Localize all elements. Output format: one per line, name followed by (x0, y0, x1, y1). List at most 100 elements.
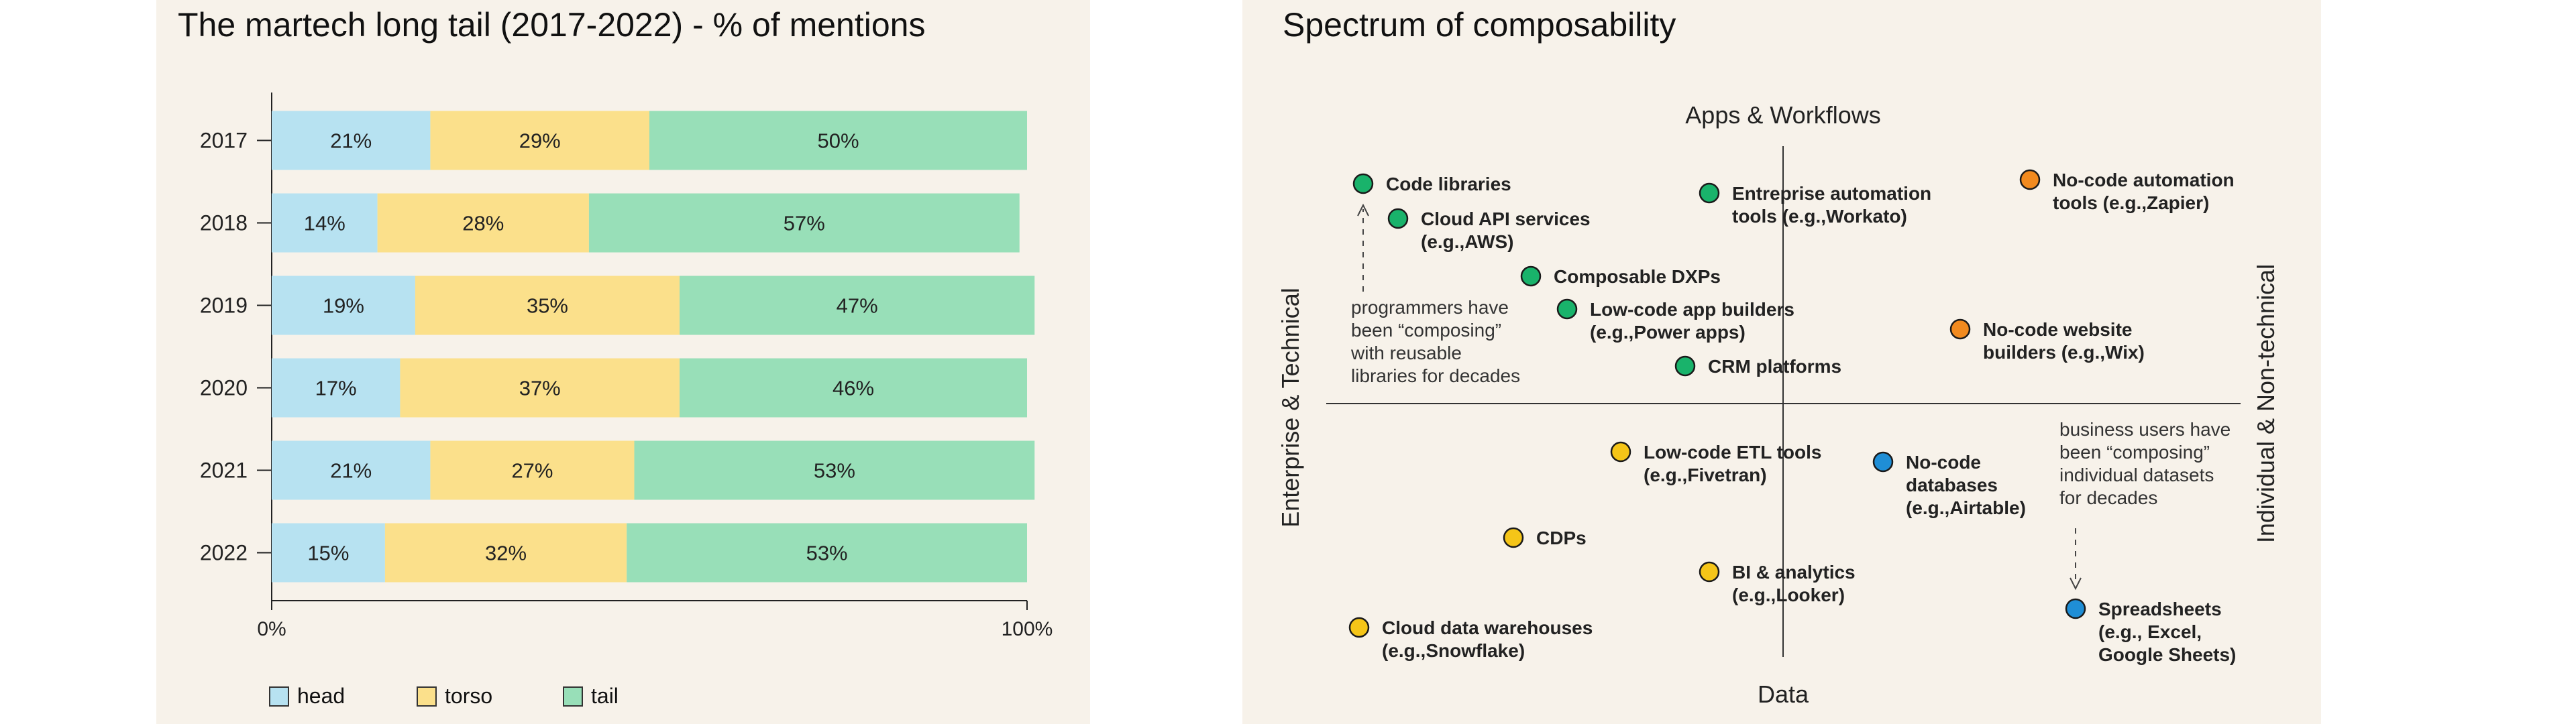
point-label-line: databases (1906, 475, 1998, 495)
bar-segment-torso (415, 276, 680, 335)
x-tick-label: 0% (257, 618, 286, 640)
point-no-code-databases (1872, 451, 1894, 473)
annotation-line: programmers have (1351, 297, 1509, 318)
bar-segment-head (272, 358, 400, 418)
annotation-text: programmers have been “composing” with reu… (1350, 297, 1520, 386)
point-label-spreadsheets: Spreadsheets (e.g., Excel, Google Sheets) (2098, 599, 2236, 665)
data-label: 46% (833, 377, 874, 400)
point-label-line: No-code (1906, 452, 1981, 473)
bar-segment-torso (384, 523, 627, 583)
legend-swatch-head (269, 686, 289, 707)
point-cloud-data-warehouses (1348, 617, 1370, 638)
bar-segment-head (272, 440, 431, 500)
annotation-arrow-head (1357, 203, 1369, 217)
data-label: 19% (323, 294, 364, 318)
point-label-line: tools (e.g.,Zapier) (2053, 192, 2209, 213)
point-label-no-code-databases: No-code databases (e.g.,Airtable) (1906, 452, 2026, 518)
annotation-line: libraries for decades (1351, 365, 1520, 386)
bar-segment-head (272, 276, 415, 335)
point-label-line: (e.g.,Snowflake) (1382, 640, 1525, 661)
annotation-line: been “composing” (2059, 442, 2210, 463)
point-label-line: (e.g., Excel, (2098, 621, 2202, 642)
point-label-line: Low-code app builders (1590, 299, 1794, 320)
data-label: 47% (837, 294, 878, 318)
composability-title: Spectrum of composability (1283, 6, 1676, 44)
point-label-cloud-data-warehouses: Cloud data warehouses (e.g.,Snowflake) (1382, 617, 1593, 661)
data-label: 50% (817, 129, 859, 153)
data-label: 37% (519, 377, 561, 400)
point-label-composable-dxps: Composable DXPs (1554, 266, 1721, 287)
data-label: 14% (304, 212, 345, 235)
data-label: 17% (315, 377, 357, 400)
y-tick-label: 2022 (200, 541, 248, 565)
point-label-line: tools (e.g.,Workato) (1732, 206, 1907, 227)
stacked-bar-panel: The martech long tail (2017-2022) - % of… (156, 0, 1090, 724)
bar-segment-head (272, 111, 431, 170)
point-entreprise-automation-tools (1699, 182, 1720, 204)
legend-label-torso: torso (445, 684, 493, 708)
axis-label-bottom: Data (1758, 680, 1809, 708)
data-label: 35% (527, 294, 568, 318)
point-label-line: Entreprise automation (1732, 183, 1931, 204)
y-tick-label: 2018 (200, 211, 248, 235)
point-label-line: Low-code ETL tools (1644, 442, 1821, 463)
axis-label-right: Individual & Non-technical (2252, 264, 2279, 543)
bar-segment-torso (430, 111, 649, 170)
point-label-no-code-automation-tools: No-code automation tools (e.g.,Zapier) (2053, 170, 2235, 213)
bar-segment-tail (634, 440, 1035, 500)
point-label-cloud-api-services: Cloud API services (e.g.,AWS) (1421, 208, 1591, 252)
point-label-line: Composable DXPs (1554, 266, 1721, 287)
data-label: 53% (814, 459, 855, 483)
point-spreadsheets (2065, 598, 2086, 619)
point-label-line: (e.g.,Power apps) (1590, 322, 1746, 343)
point-label-entreprise-automation-tools: Entreprise automation tools (e.g.,Workato… (1732, 183, 1931, 227)
bar-segment-head (272, 523, 385, 583)
axis-label-top: Apps & Workflows (1685, 101, 1880, 129)
data-label: 53% (806, 542, 848, 565)
point-label-line: CDPs (1536, 528, 1587, 548)
point-label-code-libraries: Code libraries (1386, 174, 1511, 194)
composability-chart: Apps & Workflows Data Enterprise & Technic… (1277, 101, 2279, 708)
point-label-line: Google Sheets) (2098, 644, 2236, 665)
annotation-line: for decades (2059, 487, 2157, 508)
legend-label-head: head (297, 684, 345, 708)
point-label-low-code-etl-tools: Low-code ETL tools (e.g.,Fivetran) (1644, 442, 1821, 485)
point-label-no-code-website-builders: No-code website builders (e.g.,Wix) (1983, 319, 2145, 363)
bar-segment-tail (588, 193, 1020, 253)
point-no-code-website-builders (1949, 318, 1971, 340)
data-label: 21% (330, 459, 372, 483)
point-composable-dxps (1520, 265, 1542, 287)
y-tick-label: 2020 (200, 376, 248, 400)
point-label-cdps: CDPs (1536, 528, 1587, 548)
point-bi-analytics (1699, 561, 1720, 583)
y-tick-label: 2021 (200, 459, 248, 483)
data-label: 29% (519, 129, 561, 153)
bar-segment-tail (680, 276, 1035, 335)
bar-segment-torso (430, 440, 635, 500)
point-label-line: (e.g.,Looker) (1732, 585, 1845, 605)
bar-segment-tail (649, 111, 1027, 170)
annotation-line: with reusable (1350, 343, 1462, 363)
legend-item-head: head (269, 684, 345, 709)
point-label-line: Cloud API services (1421, 208, 1591, 229)
annotation-text: business users have been “composing” indiv… (2059, 419, 2231, 508)
legend-item-tail: tail (563, 684, 619, 709)
x-tick-label: 100% (1002, 618, 1053, 640)
annotation-line: been “composing” (1351, 320, 1501, 341)
legend-item-torso: torso (417, 684, 492, 709)
annotation-line: individual datasets (2059, 465, 2214, 485)
bar-segment-torso (377, 193, 589, 253)
point-label-line: Code libraries (1386, 174, 1511, 194)
y-tick-label: 2017 (200, 129, 248, 153)
point-cdps (1503, 527, 1524, 548)
point-label-line: Spreadsheets (2098, 599, 2222, 619)
point-cloud-api-services (1387, 208, 1409, 229)
point-label-line: (e.g.,AWS) (1421, 231, 1513, 252)
axis-label-left: Enterprise & Technical (1277, 288, 1304, 528)
bar-chart-title: The martech long tail (2017-2022) - % of… (178, 6, 926, 44)
legend-swatch-tail (563, 686, 583, 707)
point-low-code-etl-tools (1610, 441, 1631, 463)
composability-panel: Spectrum of composability Apps & Workflo… (1242, 0, 2321, 724)
legend-label-tail: tail (591, 684, 619, 708)
point-no-code-automation-tools (2019, 169, 2041, 190)
